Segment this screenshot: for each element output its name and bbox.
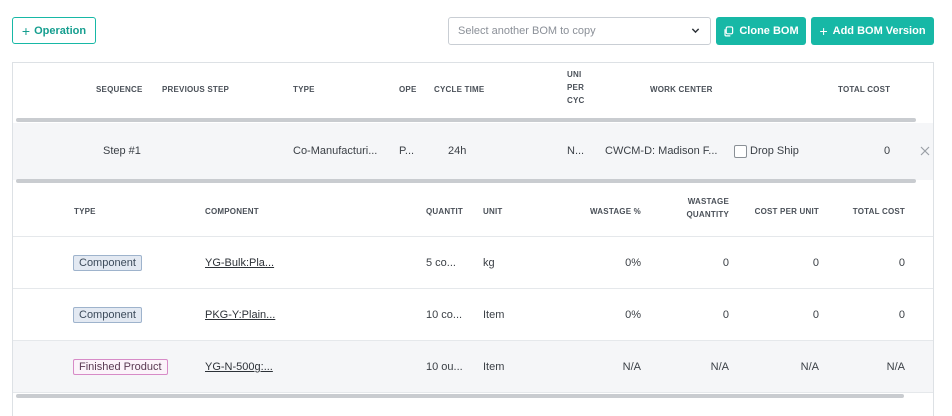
- close-icon[interactable]: [920, 146, 930, 156]
- step-type: Co-Manufacturi...: [293, 145, 378, 157]
- horizontal-scrollbar[interactable]: [16, 118, 916, 122]
- component-row[interactable]: Finished Product YG-N-500g:... 10 ou... …: [13, 341, 933, 393]
- component-cost-per-unit: N/A: [800, 361, 819, 373]
- step-total-cost: 0: [884, 145, 891, 157]
- col-header-unit-per-cycle-line3: CYC: [567, 96, 585, 105]
- component-unit: kg: [483, 257, 495, 269]
- col-header-wastage-quantity-line1: WASTAGE: [687, 197, 729, 206]
- step-sequence: Step #1: [103, 145, 141, 157]
- col-header-component-type: TYPE: [74, 207, 96, 216]
- component-total-cost: N/A: [886, 361, 905, 373]
- col-header-cycle-time: CYCLE TIME: [434, 85, 485, 94]
- col-header-component-total-cost: TOTAL COST: [852, 207, 905, 216]
- component-unit: Item: [483, 361, 505, 373]
- col-header-wastage-quantity: WASTAGE QUANTITY: [661, 197, 729, 220]
- horizontal-scrollbar[interactable]: [16, 394, 904, 398]
- step-cycle-time: 24h: [448, 145, 467, 157]
- plus-icon: +: [819, 23, 828, 39]
- component-wastage-quantity: 0: [722, 257, 729, 269]
- col-header-sequence: SEQUENCE: [96, 85, 143, 94]
- col-header-quantity: QUANTIT: [426, 207, 463, 216]
- component-wastage-quantity: N/A: [710, 361, 729, 373]
- add-bom-version-button[interactable]: + Add BOM Version: [811, 17, 934, 45]
- drop-ship-label: Drop Ship: [750, 145, 799, 157]
- col-header-unit-per-cycle: UNI PER CYC: [567, 70, 585, 106]
- step-unit-per-cycle: N...: [567, 145, 585, 157]
- horizontal-scrollbar[interactable]: [16, 179, 916, 183]
- component-wastage-quantity: 0: [722, 309, 729, 321]
- component-quantity: 10 ou...: [426, 361, 463, 373]
- component-link[interactable]: YG-N-500g:...: [205, 361, 273, 373]
- col-header-ope: OPE: [399, 85, 417, 94]
- add-operation-button[interactable]: + Operation: [12, 17, 96, 44]
- component-link[interactable]: PKG-Y:Plain...: [205, 309, 276, 321]
- copy-bom-placeholder: Select another BOM to copy: [458, 25, 596, 37]
- component-quantity: 10 co...: [426, 309, 463, 321]
- col-header-wastage-pct: WASTAGE %: [590, 207, 641, 216]
- component-cost-per-unit: 0: [812, 309, 819, 321]
- col-header-unit: UNIT: [483, 207, 503, 216]
- component-cost-per-unit: 0: [812, 257, 819, 269]
- component-total-cost: 0: [898, 257, 905, 269]
- component-wastage-pct: 0%: [625, 309, 641, 321]
- col-header-type: TYPE: [293, 85, 315, 94]
- add-bom-version-label: Add BOM Version: [832, 25, 926, 37]
- col-header-work-center: WORK CENTER: [650, 85, 713, 94]
- component-row[interactable]: Component PKG-Y:Plain... 10 co... Item 0…: [13, 289, 933, 341]
- col-header-previous-step: PREVIOUS STEP: [162, 85, 230, 94]
- col-header-unit-per-cycle-line2: PER: [567, 83, 585, 92]
- component-link[interactable]: YG-Bulk:Pla...: [205, 257, 275, 269]
- col-header-cost-per-unit: COST PER UNIT: [754, 207, 819, 216]
- chevron-down-icon: [691, 28, 700, 34]
- plus-icon: +: [21, 22, 31, 39]
- col-header-wastage-quantity-line2: QUANTITY: [686, 210, 729, 219]
- copy-bom-select[interactable]: Select another BOM to copy: [448, 17, 711, 45]
- finished-product-tag: Finished Product: [73, 359, 168, 375]
- copy-icon: [724, 25, 734, 36]
- operation-row[interactable]: Step #1 Co-Manufacturi... P... 24h N... …: [13, 123, 933, 180]
- drop-ship-checkbox[interactable]: [734, 145, 747, 158]
- step-ope: P...: [399, 145, 415, 157]
- component-wastage-pct: N/A: [622, 361, 641, 373]
- clone-bom-label: Clone BOM: [739, 25, 799, 37]
- step-work-center: CWCM-D: Madison F...: [605, 145, 718, 157]
- component-type-tag: Component: [73, 255, 142, 271]
- component-quantity: 5 co...: [426, 257, 456, 269]
- col-header-component: COMPONENT: [205, 207, 259, 216]
- bom-operations-panel: SEQUENCE PREVIOUS STEP TYPE OPE CYCLE TI…: [12, 62, 934, 416]
- col-header-unit-per-cycle-line1: UNI: [567, 70, 582, 79]
- component-row[interactable]: Component YG-Bulk:Pla... 5 co... kg 0% 0…: [13, 237, 933, 289]
- col-header-total-cost: TOTAL COST: [838, 85, 891, 94]
- component-unit: Item: [483, 309, 505, 321]
- components-header-row: TYPE COMPONENT QUANTIT UNIT WASTAGE % WA…: [13, 187, 933, 237]
- component-total-cost: 0: [898, 309, 905, 321]
- component-wastage-pct: 0%: [625, 257, 641, 269]
- clone-bom-button[interactable]: Clone BOM: [716, 17, 806, 45]
- component-type-tag: Component: [73, 307, 142, 323]
- add-operation-label: Operation: [34, 24, 87, 37]
